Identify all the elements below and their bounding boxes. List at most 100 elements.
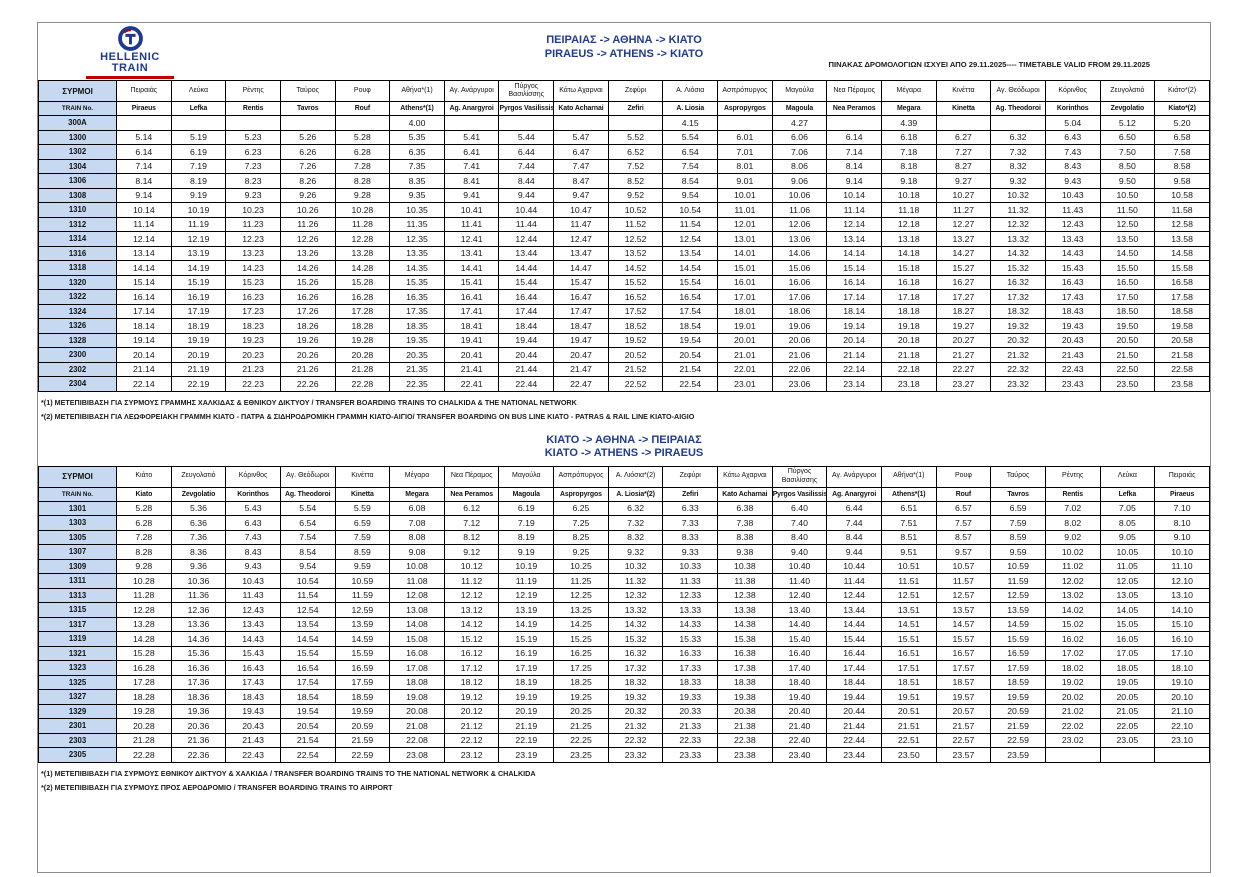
time-cell: 10.47: [553, 202, 609, 218]
station-header-english: Zevgolatio: [170, 486, 227, 502]
time-cell: 16.50: [1099, 274, 1156, 290]
timetable-row: 2304 22.14 22.19 22.23 22.26 22.28 22.35 22.41 2…: [38, 376, 1210, 392]
train-number-cell: 1303: [38, 515, 117, 531]
time-cell: 19.54: [662, 332, 719, 348]
time-cell: 9.19: [170, 187, 227, 203]
time-cell: 19.47: [553, 332, 609, 348]
time-cell: 17.57: [935, 660, 992, 676]
time-cell: 13.43: [1044, 231, 1101, 247]
time-cell: 17.28: [116, 674, 172, 690]
station-header-greek: Νεα Πέραμος: [443, 465, 500, 488]
time-cell: 5.44: [498, 129, 555, 145]
time-cell: 19.18: [880, 318, 937, 334]
time-cell: 22.19: [498, 732, 555, 748]
timetable-row: 2303 21.28 21.36 21.43 21.54 21.59 22.08 22.12 2…: [38, 732, 1210, 748]
time-cell: 19.59: [334, 703, 391, 719]
time-cell: 23.14: [826, 376, 882, 392]
time-cell: 8.32: [607, 529, 664, 545]
time-cell: 11.05: [1099, 558, 1156, 574]
train-number-cell: 1321: [38, 645, 117, 661]
time-cell: 13.51: [880, 602, 937, 618]
station-header-greek: Κιάτο: [116, 465, 172, 488]
time-cell: 21.06: [771, 347, 828, 363]
time-cell: 6.44: [826, 500, 882, 516]
time-cell: 20.26: [279, 347, 336, 363]
time-cell: 11.47: [553, 216, 609, 232]
time-cell: 15.12: [443, 631, 500, 647]
time-cell: 22.01: [717, 361, 773, 377]
time-cell: 14.43: [225, 631, 281, 647]
time-cell: 7.33: [662, 515, 719, 531]
time-cell: 12.14: [116, 231, 172, 247]
time-cell: 12.10: [1154, 573, 1210, 589]
time-cell: 19.35: [389, 332, 445, 348]
timetable-row: 1306 8.14 8.19 8.23 8.26 8.28 8.35 8.41 8.44 8.47…: [38, 173, 1210, 189]
time-cell: 16.44: [498, 289, 555, 305]
time-cell: 7.26: [279, 158, 336, 174]
time-cell: [607, 115, 664, 131]
time-cell: 10.05: [1099, 544, 1156, 560]
time-cell: 17.25: [553, 660, 609, 676]
time-cell: [116, 115, 172, 131]
time-cell: 21.32: [607, 718, 664, 734]
time-cell: 21.41: [443, 361, 500, 377]
time-cell: 8.18: [880, 158, 937, 174]
time-cell: 20.41: [443, 347, 500, 363]
time-cell: 17.32: [607, 660, 664, 676]
time-cell: 17.08: [389, 660, 445, 676]
time-cell: 16.41: [443, 289, 500, 305]
time-cell: 11.35: [389, 216, 445, 232]
time-cell: 9.35: [389, 187, 445, 203]
time-cell: 20.43: [225, 718, 281, 734]
time-cell: 8.50: [1099, 158, 1156, 174]
timetable-row: 1312 11.14 11.19 11.23 11.26 11.28 11.35 11.41 1…: [38, 216, 1210, 232]
logo-tagline-bar: [86, 76, 174, 79]
timetable-row: 1308 9.14 9.19 9.23 9.26 9.28 9.35 9.41 9.44 9.47…: [38, 187, 1210, 203]
time-cell: 11.28: [334, 216, 391, 232]
time-cell: 21.32: [990, 347, 1046, 363]
time-cell: 23.08: [389, 747, 445, 763]
time-cell: 23.25: [553, 747, 609, 763]
time-cell: 14.27: [935, 245, 992, 261]
station-header-english: Nea Peramos: [443, 486, 500, 502]
time-cell: 10.14: [826, 187, 882, 203]
station-header-greek: Κάτω Αχαρναι: [553, 80, 609, 102]
time-cell: 12.27: [935, 216, 992, 232]
time-cell: 6.54: [279, 515, 336, 531]
time-cell: 12.23: [225, 231, 281, 247]
time-cell: 8.43: [1044, 158, 1101, 174]
time-cell: 10.52: [607, 202, 664, 218]
station-header-english: Megara: [880, 101, 937, 116]
timetable-row: 1325 17.28 17.36 17.43 17.54 17.59 18.08 18.12 1…: [38, 674, 1210, 690]
time-cell: 22.59: [334, 747, 391, 763]
time-cell: 18.18: [880, 303, 937, 319]
station-header-greek: Κινέττα: [935, 80, 992, 102]
time-cell: 9.36: [170, 558, 227, 574]
time-cell: 9.44: [826, 544, 882, 560]
time-cell: 13.14: [826, 231, 882, 247]
time-cell: 19.52: [607, 332, 664, 348]
time-cell: 19.44: [826, 689, 882, 705]
time-cell: 19.02: [1044, 674, 1101, 690]
time-cell: 6.43: [1044, 129, 1101, 145]
time-cell: 13.44: [826, 602, 882, 618]
time-cell: 20.57: [935, 703, 992, 719]
time-cell: 18.32: [607, 674, 664, 690]
time-cell: 18.35: [389, 318, 445, 334]
time-cell: 12.47: [553, 231, 609, 247]
time-cell: 18.50: [1099, 303, 1156, 319]
time-cell: 18.28: [334, 318, 391, 334]
train-number-cell: 1322: [38, 289, 117, 305]
time-cell: 21.10: [1154, 703, 1210, 719]
station-header-greek: Α. Λιόσια: [662, 80, 719, 102]
footnote-line: *(2) ΜΕΤΕΠΙΒΙΒΑΣΗ ΓΙΑ ΛΕΩΦΟΡΕΙΑΚΗ ΓΡΑΜΜΗ…: [41, 412, 695, 421]
time-cell: 20.52: [607, 347, 664, 363]
station-header-english: Ag. Anargyroi: [443, 101, 500, 116]
time-cell: 6.01: [717, 129, 773, 145]
train-number-cell: 2304: [38, 376, 117, 392]
train-number-cell: 1324: [38, 303, 117, 319]
timetable-row: 1328 19.14 19.19 19.23 19.26 19.28 19.35 19.41 1…: [38, 332, 1210, 348]
time-cell: 12.54: [662, 231, 719, 247]
time-cell: 6.57: [935, 500, 992, 516]
time-cell: 18.36: [170, 689, 227, 705]
